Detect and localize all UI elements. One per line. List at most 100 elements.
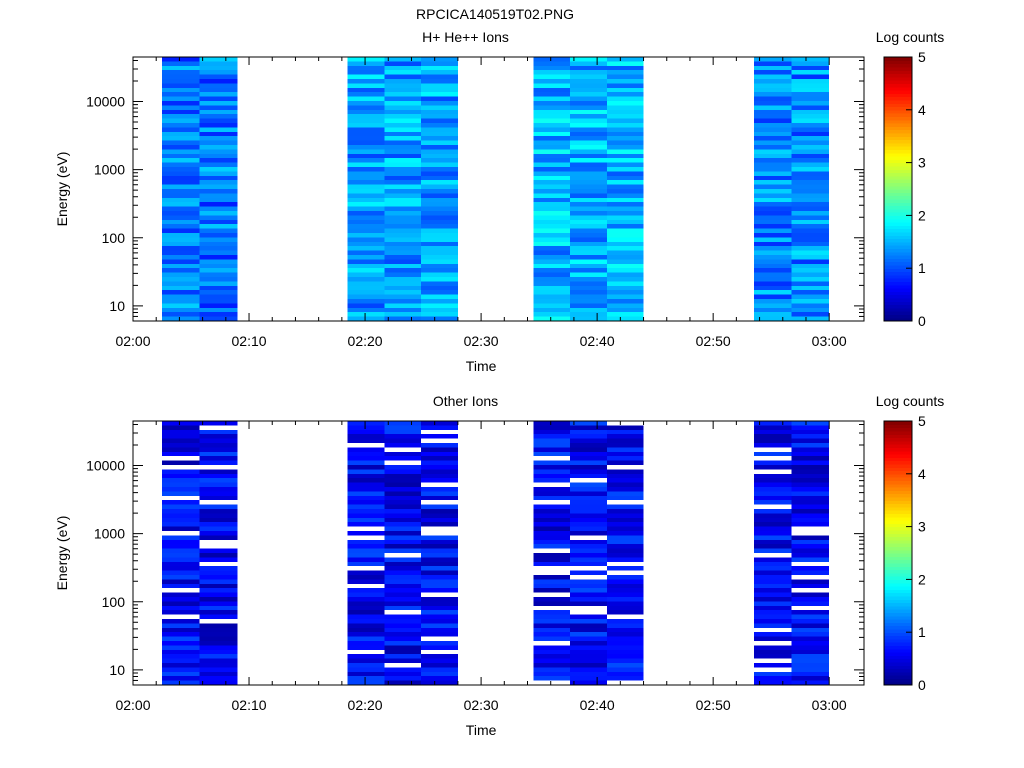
heatmap-cell <box>162 566 200 571</box>
heatmap-cell <box>570 469 607 474</box>
heatmap-cell <box>753 434 792 439</box>
heatmap-cell <box>791 575 830 580</box>
heatmap-cell <box>570 70 607 75</box>
heatmap-cell <box>606 268 644 273</box>
colorbar-segment <box>884 149 912 154</box>
heatmap-cell <box>753 473 792 479</box>
heatmap-cell <box>791 513 830 518</box>
heatmap-cell <box>606 109 644 115</box>
heatmap-cell <box>384 570 422 575</box>
heatmap-cell <box>791 79 830 84</box>
colorbar-frame <box>883 56 913 322</box>
heatmap-cell <box>606 224 644 229</box>
colorbar-tick-label: 3 <box>918 155 926 171</box>
heatmap-cell <box>199 307 238 313</box>
heatmap-cell <box>199 215 238 220</box>
heatmap-cell <box>199 504 238 509</box>
y-tick-label: 10000 <box>86 94 125 110</box>
heatmap-cell <box>533 114 571 119</box>
heatmap-cell <box>791 255 830 260</box>
heatmap-cell <box>162 509 200 514</box>
heatmap-cell <box>606 641 644 646</box>
colorbar-segment <box>884 317 912 322</box>
heatmap-cell <box>606 263 644 269</box>
colorbar-segment <box>884 271 912 276</box>
heatmap-cell <box>791 206 830 211</box>
heatmap-cell <box>347 605 385 611</box>
heatmap-cell <box>162 443 200 448</box>
heatmap-cell <box>421 513 458 518</box>
heatmap-cell <box>606 667 644 672</box>
heatmap-cell <box>384 579 422 584</box>
heatmap-cell <box>162 189 200 194</box>
heatmap-cell <box>199 460 238 465</box>
heatmap-cell <box>384 211 422 216</box>
heatmap-cell <box>570 451 607 457</box>
heatmap-cell <box>162 434 200 439</box>
heatmap-cell <box>753 544 792 549</box>
heatmap-cell <box>347 255 385 260</box>
heatmap-cell <box>384 548 422 553</box>
heatmap-cell <box>384 65 422 71</box>
heatmap-cell <box>533 570 571 575</box>
heatmap-cell <box>606 465 644 470</box>
heatmap-cell <box>347 211 385 216</box>
heatmap-cell <box>791 175 830 181</box>
heatmap-cell <box>570 268 607 273</box>
heatmap-cell <box>570 202 607 207</box>
heatmap-cell <box>199 548 238 553</box>
colorbar-segment <box>884 516 912 521</box>
heatmap-cell <box>791 272 830 277</box>
colorbar-segment <box>884 268 912 273</box>
heatmap-cell <box>199 535 238 540</box>
heatmap-cell <box>199 438 238 443</box>
heatmap-cell <box>753 645 792 650</box>
heatmap-cell <box>347 57 385 62</box>
heatmap-cell <box>421 92 458 97</box>
colorbar-segment <box>884 543 912 547</box>
heatmap-cell <box>570 614 607 619</box>
heatmap-cell <box>199 224 238 229</box>
heatmap-cell <box>347 162 385 167</box>
heatmap-cell <box>199 680 238 685</box>
heatmap-cell <box>421 495 458 501</box>
heatmap-cell <box>791 601 830 606</box>
heatmap-cell <box>384 268 422 273</box>
colorbar-segment <box>884 536 912 541</box>
heatmap-cell <box>199 610 238 615</box>
heatmap-cell <box>791 219 830 225</box>
heatmap-cell <box>199 153 238 159</box>
heatmap-cell <box>347 145 385 150</box>
heatmap-cell <box>791 65 830 71</box>
heatmap-cell <box>199 136 238 141</box>
heatmap-cell <box>753 570 792 575</box>
heatmap-cell <box>199 495 238 501</box>
colorbar-segment <box>884 615 912 620</box>
heatmap-cell <box>570 215 607 220</box>
heatmap-cell <box>421 438 458 443</box>
y-tick-label: 10 <box>109 662 125 678</box>
heatmap-cell <box>384 553 422 558</box>
heatmap-cell <box>199 162 238 167</box>
heatmap-cell <box>199 228 238 233</box>
heatmap-cell <box>162 268 200 273</box>
heatmap-cell <box>606 553 644 558</box>
heatmap-cell <box>606 285 644 291</box>
heatmap-cell <box>384 70 422 75</box>
heatmap-cell <box>384 526 422 531</box>
heatmap-cell <box>384 233 422 238</box>
heatmap-cell <box>347 627 385 633</box>
heatmap-cell <box>384 224 422 229</box>
heatmap-cell <box>384 74 422 79</box>
heatmap-cell <box>606 513 644 518</box>
heatmap-cell <box>199 425 238 430</box>
heatmap-cell <box>162 250 200 255</box>
heatmap-cell <box>384 87 422 93</box>
heatmap-cell <box>162 263 200 269</box>
colorbar-segment <box>884 179 912 183</box>
heatmap-cell <box>533 285 571 291</box>
colorbar-segment <box>884 625 912 630</box>
heatmap-cell <box>199 61 238 66</box>
heatmap-cell <box>570 597 607 602</box>
